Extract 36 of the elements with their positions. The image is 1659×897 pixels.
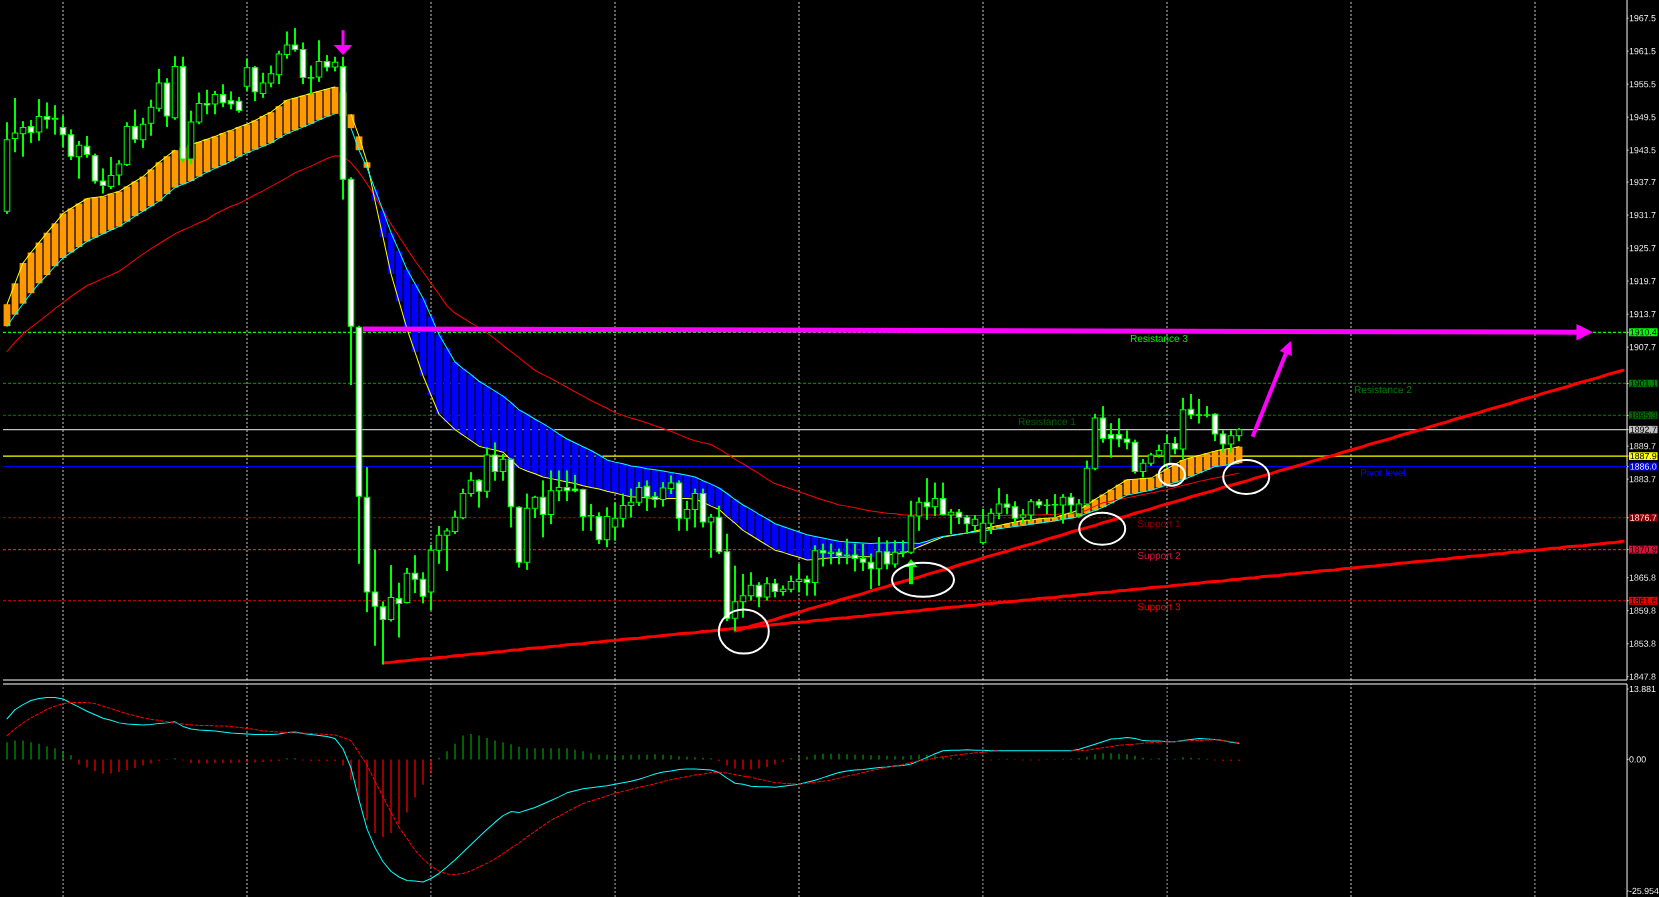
ref-line-label: Support 2 [1137,551,1181,562]
y-tick-label: 1889.7 [1629,443,1656,450]
y-tick-label: 1847.8 [1629,673,1656,680]
y-tick-label: 1876.7 [1630,514,1657,521]
y-tick-label: 13.881 [1629,685,1656,693]
ref-line-label: Resistance 2 [1354,385,1412,394]
ref-line-label: Resistance 1 [1018,417,1076,426]
y-tick-label: 0.00 [1629,756,1646,763]
y-tick-label: 1943.5 [1629,147,1656,154]
y-tick-label: 1859.8 [1629,607,1656,614]
y-tick-label: 1919.7 [1629,278,1656,285]
y-tick-label: 1967.5 [1629,15,1656,22]
y-tick-label: 1870.9 [1630,546,1657,553]
y-tick-label: 1861.6 [1630,597,1657,604]
ref-line-label: Resistance 3 [1130,334,1188,343]
y-tick-label: 1931.7 [1629,211,1656,219]
y-tick-label: -25.954 [1629,887,1659,895]
y-tick-label: 1907.7 [1629,344,1656,351]
y-tick-label: 1865.8 [1629,574,1656,581]
y-tick-label: 1910.4 [1630,329,1657,336]
y-tick-label: 1925.7 [1629,244,1656,252]
ref-line-label: Pivot level [1361,468,1406,477]
ref-line-label: Support 1 [1137,520,1181,530]
y-tick-label: 1937.7 [1629,178,1656,186]
y-tick-label: 1961.5 [1629,48,1656,55]
y-tick-label: 1887.9 [1630,452,1657,460]
y-tick-label: 1913.7 [1629,311,1656,318]
y-tick-label: 1892.7 [1630,426,1657,433]
y-tick-label: 1883.7 [1629,476,1656,483]
y-tick-label: 1901.1 [1630,380,1657,387]
y-tick-label: 1949.5 [1629,114,1656,121]
y-tick-label: 1955.5 [1629,81,1656,88]
y-tick-label: 1853.8 [1629,640,1656,647]
y-tick-label: 1886.0 [1630,463,1657,470]
y-tick-label: 1895.3 [1630,412,1657,419]
ref-line-label: Support 3 [1137,603,1181,613]
